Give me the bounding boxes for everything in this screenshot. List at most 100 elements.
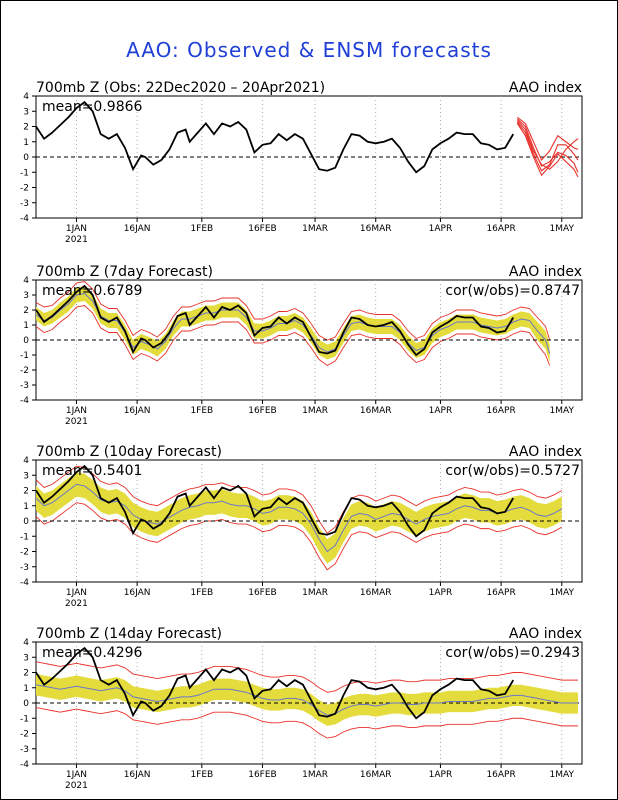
y-tick-label: -4 bbox=[20, 760, 29, 770]
x-tick-label: 1MAR bbox=[302, 588, 328, 598]
x-tick-label: 16APR bbox=[486, 770, 515, 780]
correlation-label: cor(w/obs)=0.8747 bbox=[445, 283, 580, 299]
mean-label: mean=0.9866 bbox=[42, 99, 143, 115]
x-tick-label: 16JAN bbox=[124, 406, 151, 416]
y-tick-label: 3 bbox=[23, 471, 29, 481]
x-tick-label: 16APR bbox=[486, 224, 515, 234]
forecast-member-line bbox=[516, 120, 579, 170]
forecast-member-line bbox=[516, 121, 579, 172]
envelope-upper-line bbox=[35, 281, 551, 341]
y-tick-label: 0 bbox=[23, 153, 29, 163]
x-tick-label: 1FEB bbox=[190, 588, 213, 598]
y-tick-label: 0 bbox=[23, 336, 29, 346]
envelope-lower-line bbox=[35, 305, 551, 367]
y-tick-label: 0 bbox=[23, 699, 29, 709]
forecast-member-line bbox=[516, 116, 579, 162]
y-tick-label: -4 bbox=[20, 578, 29, 588]
y-tick-label: -3 bbox=[20, 199, 29, 209]
mean-label: mean=0.6789 bbox=[42, 283, 142, 299]
panel-index-label: AAO index bbox=[509, 444, 582, 460]
x-tick-label: 1JAN bbox=[66, 224, 87, 234]
x-tick-label: 16MAR bbox=[360, 770, 392, 780]
y-tick-label: -2 bbox=[20, 548, 29, 558]
x-tick-label: 1JAN bbox=[66, 770, 87, 780]
observed-line bbox=[35, 100, 515, 174]
panel-title: 700mb Z (7day Forecast) bbox=[36, 264, 213, 280]
y-tick-label: 2 bbox=[23, 487, 29, 497]
y-tick-label: -4 bbox=[20, 396, 29, 406]
envelope-lower-line bbox=[35, 502, 562, 571]
panel-title: 700mb Z (10day Forecast) bbox=[36, 444, 222, 460]
mean-label: mean=0.4296 bbox=[42, 645, 143, 661]
y-tick-label: -1 bbox=[20, 532, 29, 542]
forecast-member-line bbox=[516, 123, 579, 178]
y-tick-label: -1 bbox=[20, 168, 29, 178]
correlation-label: cor(w/obs)=0.5727 bbox=[445, 463, 580, 479]
x-tick-label: 16MAR bbox=[360, 224, 392, 234]
x-tick-label: 16JAN bbox=[124, 770, 151, 780]
x-tick-label: 1MAY bbox=[550, 588, 575, 598]
y-tick-label: 4 bbox=[23, 638, 29, 648]
x-tick-label: 1MAY bbox=[550, 406, 575, 416]
year-label: 2021 bbox=[65, 417, 88, 427]
x-tick-label: 1MAY bbox=[550, 224, 575, 234]
envelope-upper-line bbox=[35, 661, 578, 693]
spread-band bbox=[36, 674, 578, 726]
y-tick-label: -4 bbox=[20, 214, 29, 224]
x-tick-label: 1FEB bbox=[190, 406, 213, 416]
y-tick-label: 3 bbox=[23, 107, 29, 117]
y-tick-label: 3 bbox=[23, 653, 29, 663]
observed-line bbox=[35, 464, 515, 538]
year-label: 2021 bbox=[65, 235, 88, 245]
x-tick-label: 16APR bbox=[486, 588, 515, 598]
x-tick-label: 1JAN bbox=[66, 406, 87, 416]
x-tick-label: 1MAR bbox=[302, 224, 328, 234]
y-tick-label: 3 bbox=[23, 291, 29, 301]
spread-band bbox=[36, 472, 562, 564]
x-tick-label: 16FEB bbox=[248, 588, 277, 598]
y-tick-label: -3 bbox=[20, 745, 29, 755]
y-tick-label: 4 bbox=[23, 276, 29, 286]
envelope-upper-line bbox=[35, 465, 562, 534]
y-tick-label: 1 bbox=[23, 684, 29, 694]
y-tick-label: 2 bbox=[23, 306, 29, 316]
ensemble-mean-line bbox=[35, 684, 578, 716]
y-tick-label: -3 bbox=[20, 381, 29, 391]
panel-title: 700mb Z (14day Forecast) bbox=[36, 626, 222, 642]
y-tick-label: 2 bbox=[23, 123, 29, 133]
y-tick-label: 2 bbox=[23, 669, 29, 679]
panel-index-label: AAO index bbox=[509, 626, 582, 642]
year-label: 2021 bbox=[65, 599, 88, 609]
ensemble-mean-line bbox=[35, 483, 563, 553]
x-tick-label: 1JAN bbox=[66, 588, 87, 598]
y-tick-label: -2 bbox=[20, 366, 29, 376]
forecast-member-line bbox=[516, 118, 579, 173]
panel-title: 700mb Z (Obs: 22Dec2020 – 20Apr2021) bbox=[36, 80, 325, 96]
x-tick-label: 16FEB bbox=[248, 224, 277, 234]
correlation-label: cor(w/obs)=0.2943 bbox=[445, 645, 580, 661]
y-tick-label: -1 bbox=[20, 351, 29, 361]
y-tick-label: 0 bbox=[23, 517, 29, 527]
y-tick-label: 4 bbox=[23, 456, 29, 466]
x-tick-label: 16MAR bbox=[360, 406, 392, 416]
x-tick-label: 1APR bbox=[429, 406, 453, 416]
y-tick-label: 1 bbox=[23, 321, 29, 331]
figure-title: AAO: Observed & ENSM forecasts bbox=[126, 38, 492, 62]
x-tick-label: 16JAN bbox=[124, 588, 151, 598]
y-tick-label: -1 bbox=[20, 714, 29, 724]
x-tick-label: 16APR bbox=[486, 406, 515, 416]
y-tick-label: -2 bbox=[20, 184, 29, 194]
y-tick-label: -3 bbox=[20, 563, 29, 573]
spread-band bbox=[36, 286, 550, 363]
x-tick-label: 16FEB bbox=[248, 406, 277, 416]
x-tick-label: 1MAR bbox=[302, 406, 328, 416]
observed-line bbox=[35, 646, 515, 720]
ensemble-mean-line bbox=[35, 292, 551, 354]
x-tick-label: 1FEB bbox=[190, 770, 213, 780]
mean-label: mean=0.5401 bbox=[42, 463, 142, 479]
x-tick-label: 1APR bbox=[429, 770, 453, 780]
panel-index-label: AAO index bbox=[509, 80, 582, 96]
x-tick-label: 16JAN bbox=[124, 224, 151, 234]
x-tick-label: 16MAR bbox=[360, 588, 392, 598]
